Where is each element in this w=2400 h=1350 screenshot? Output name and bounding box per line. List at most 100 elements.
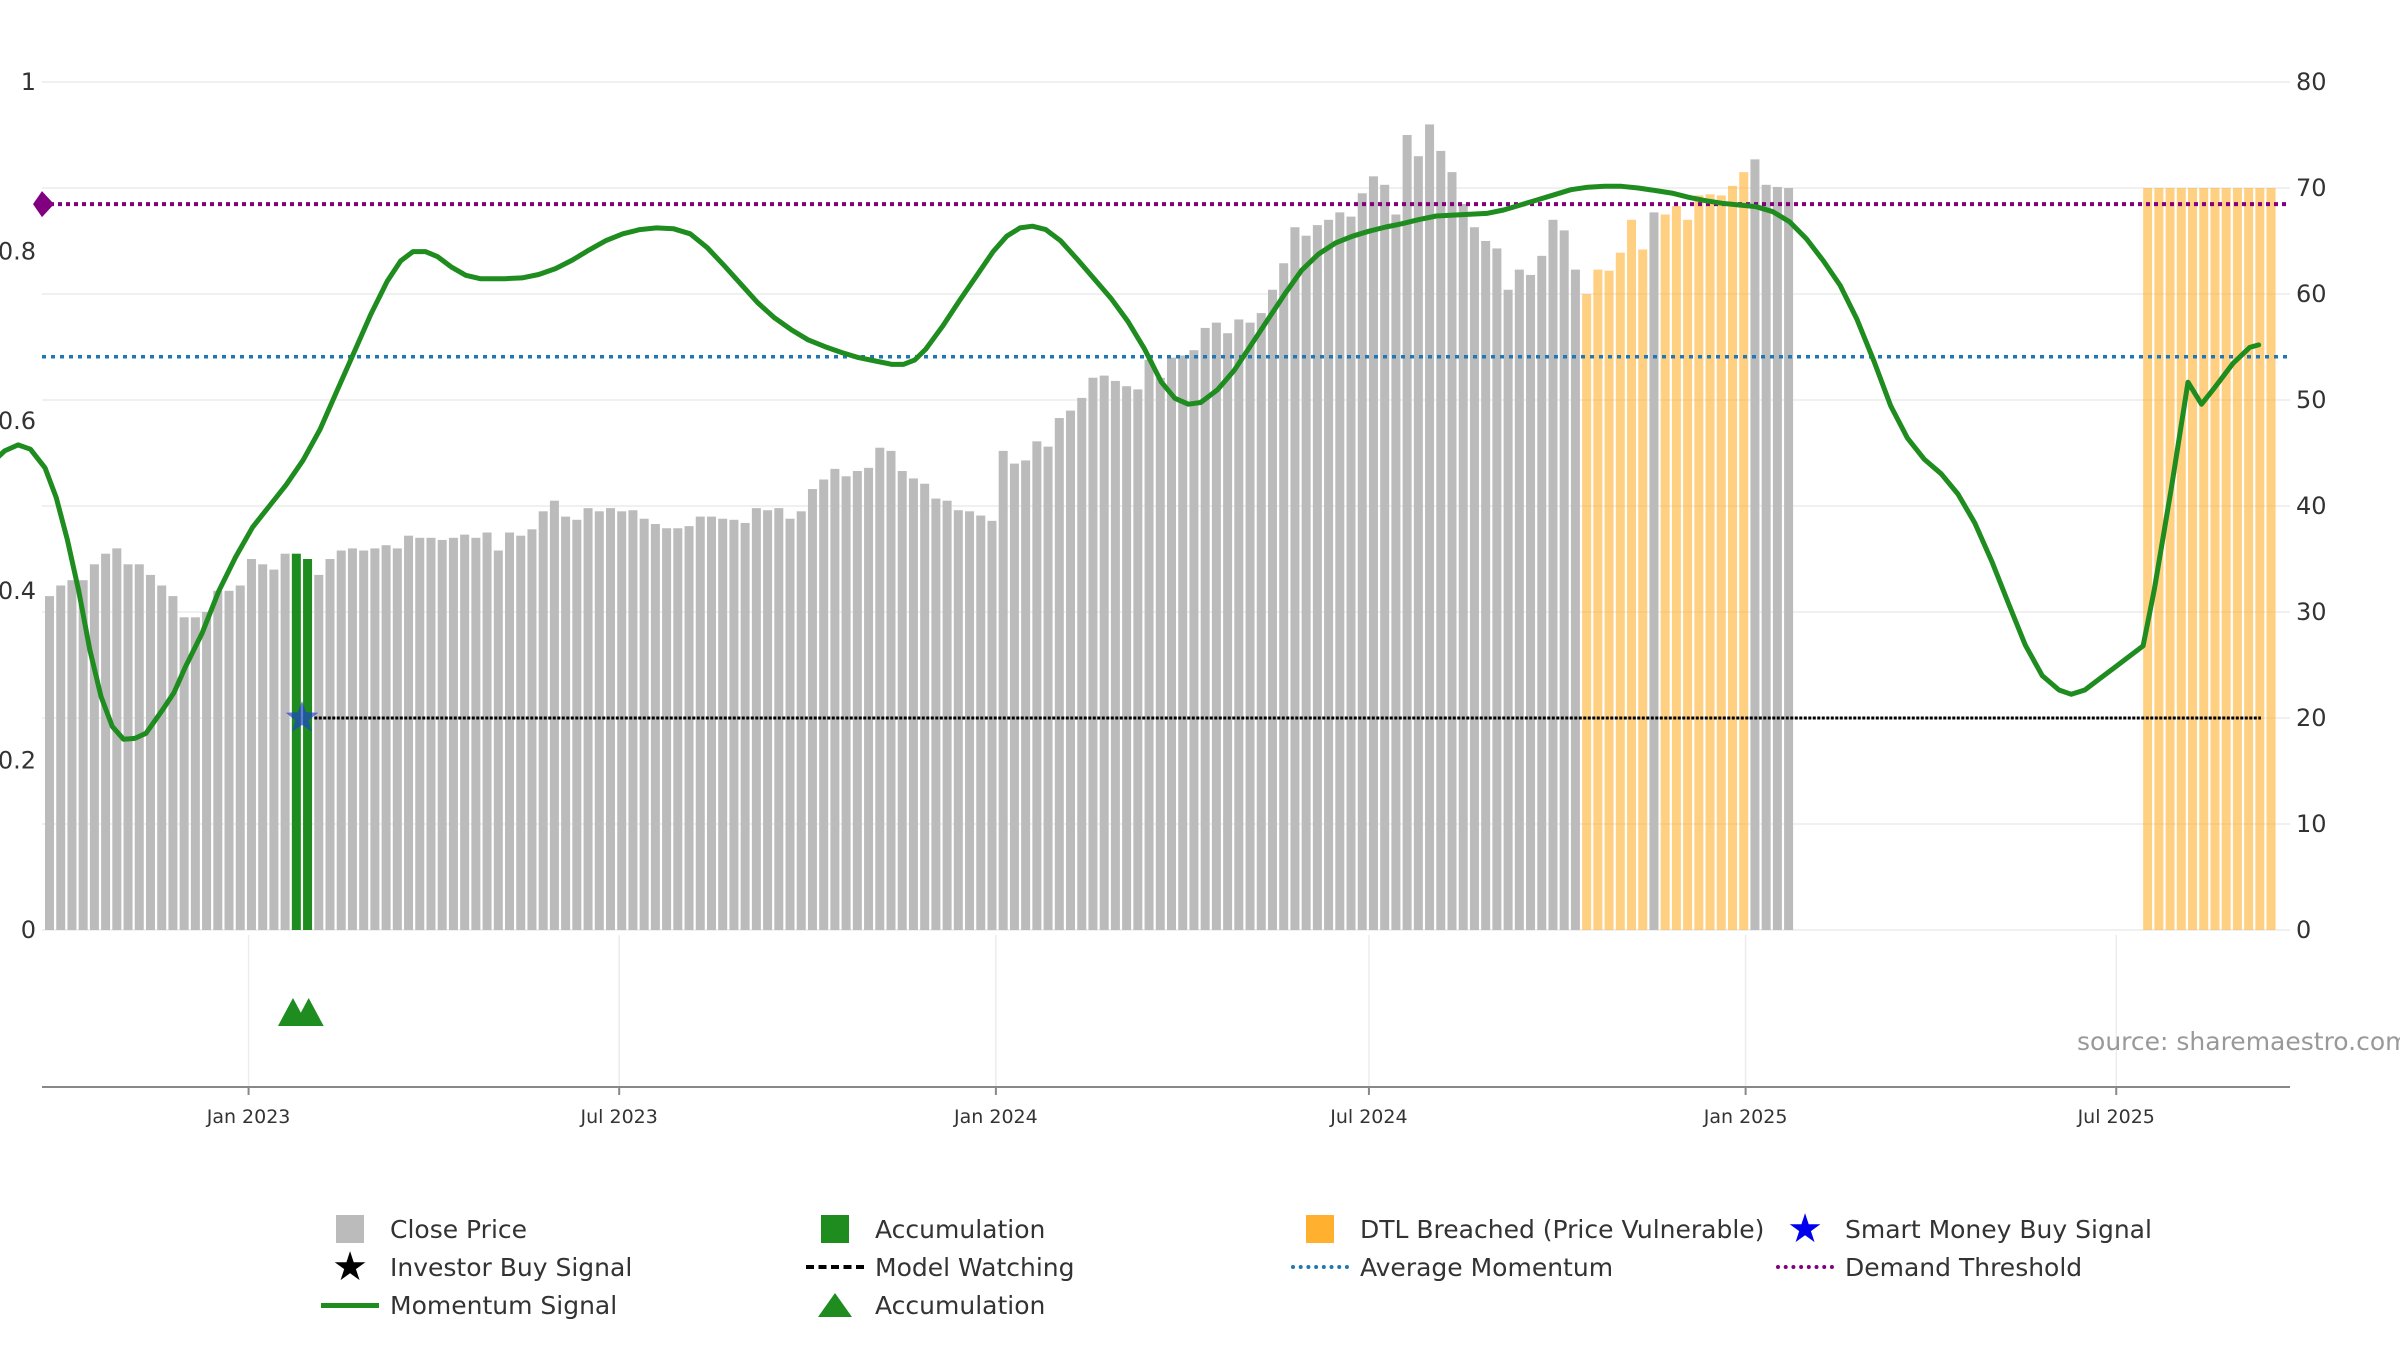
close-price-bar xyxy=(269,569,279,930)
close-price-bar xyxy=(819,479,829,930)
legend-label: Smart Money Buy Signal xyxy=(1845,1214,2152,1244)
legend-item-investor-buy: ★ Investor Buy Signal xyxy=(320,1244,632,1290)
close-price-bar xyxy=(628,510,638,930)
close-price-bar xyxy=(448,537,458,930)
dtl-breached-bar xyxy=(2210,188,2220,930)
blue-star-icon: ★ xyxy=(1787,1206,1823,1252)
close-price-bar xyxy=(1144,359,1154,931)
close-price-bar xyxy=(1167,357,1176,931)
close-price-bar xyxy=(505,532,515,930)
close-price-bar xyxy=(1447,172,1457,931)
close-price-bar xyxy=(1054,418,1064,930)
close-price-bar xyxy=(67,580,77,930)
legend-label: Model Watching xyxy=(875,1252,1075,1282)
legend: Close Price Accumulation DTL Breached (P… xyxy=(320,1206,2220,1330)
lines xyxy=(0,183,2290,742)
legend-item-demand-threshold: Demand Threshold xyxy=(1775,1248,2082,1286)
dtl-breached-swatch-icon xyxy=(1306,1215,1334,1243)
close-price-bar xyxy=(807,489,817,930)
close-price-bar xyxy=(482,532,492,930)
close-price-bar xyxy=(1267,289,1277,930)
close-price-bar xyxy=(931,498,941,930)
close-price-bar xyxy=(202,612,212,930)
close-price-bar xyxy=(1301,235,1311,930)
right-axis-tick-label: 80 xyxy=(2296,68,2327,96)
dashed-line-icon xyxy=(806,1265,864,1269)
close-price-bar xyxy=(460,534,470,930)
close-price-bar xyxy=(583,508,593,930)
close-price-bar xyxy=(1537,255,1547,931)
accumulation-bar xyxy=(303,559,313,930)
close-price-bar xyxy=(1234,319,1244,930)
close-price-bar xyxy=(965,511,975,930)
close-price-bar xyxy=(1570,269,1580,930)
markers xyxy=(277,701,324,1026)
close-price-bar xyxy=(415,537,425,930)
close-price-bar xyxy=(1391,214,1401,930)
close-price-bar xyxy=(1346,216,1356,930)
close-price-bar xyxy=(426,537,436,930)
close-price-bar xyxy=(1649,212,1659,930)
dtl-breached-bar xyxy=(1582,294,1592,930)
legend-label: Average Momentum xyxy=(1360,1252,1614,1282)
close-price-bar xyxy=(1380,184,1390,930)
close-price-bar xyxy=(897,471,907,930)
close-price-bar xyxy=(1324,219,1334,931)
legend-label: Accumulation xyxy=(875,1214,1046,1244)
close-price-bar xyxy=(493,550,503,930)
close-price-bar xyxy=(1368,176,1378,931)
close-price-bar xyxy=(314,574,324,930)
accumulation-swatch-icon xyxy=(821,1215,849,1243)
close-price-bar xyxy=(89,564,99,930)
close-price-bar xyxy=(134,564,144,930)
close-price-bar xyxy=(1021,460,1031,930)
close-price-bar xyxy=(976,515,986,930)
black-star-icon: ★ xyxy=(332,1244,368,1290)
right-axis-tick-label: 0 xyxy=(2296,916,2311,944)
close-price-bar xyxy=(235,585,245,930)
close-price-bar xyxy=(516,535,526,930)
close-price-bar xyxy=(45,596,54,930)
accumulation-triangle xyxy=(293,998,324,1026)
dtl-breached-bar xyxy=(2165,188,2175,930)
dtl-breached-bar xyxy=(1593,269,1603,930)
close-price-bar xyxy=(1548,219,1558,931)
close-price-bar xyxy=(1279,263,1289,930)
close-price-bar xyxy=(875,447,885,930)
close-price-bar xyxy=(1761,184,1771,930)
legend-item-momentum-signal: Momentum Signal xyxy=(320,1286,617,1324)
close-price-bar xyxy=(157,585,167,930)
triangle-up-icon xyxy=(818,1293,852,1317)
solid-line-icon xyxy=(321,1302,379,1308)
close-price-bar xyxy=(1211,322,1221,930)
close-price-bar xyxy=(404,535,414,930)
axes xyxy=(42,1086,2290,1095)
close-price-bar xyxy=(998,450,1008,930)
dtl-breached-bar xyxy=(2232,188,2242,930)
dtl-breached-bar xyxy=(1660,214,1670,930)
dotted-line-icon xyxy=(1776,1265,1834,1269)
right-axis-tick-label: 30 xyxy=(2296,598,2327,626)
dtl-breached-bar xyxy=(1683,219,1693,931)
close-price-bar xyxy=(987,520,997,930)
right-axis-tick-label: 50 xyxy=(2296,386,2327,414)
right-axis-tick-label: 60 xyxy=(2296,280,2327,308)
close-price-bar xyxy=(1200,327,1210,930)
close-price-bar xyxy=(796,511,806,930)
close-price-bar xyxy=(1122,386,1132,931)
close-price-bar xyxy=(1110,380,1120,930)
x-axis-tick-label: Jan 2025 xyxy=(1703,1106,1788,1128)
close-price-bar xyxy=(145,574,155,930)
accumulation-bar xyxy=(291,553,301,930)
close-price-bar xyxy=(1290,227,1300,931)
close-price-bar xyxy=(650,524,660,930)
close-price-bar xyxy=(1245,322,1255,930)
dtl-breached-bar xyxy=(1627,219,1637,931)
close-price-bar xyxy=(325,559,335,930)
right-axis-tick-label: 40 xyxy=(2296,492,2327,520)
legend-label: DTL Breached (Price Vulnerable) xyxy=(1360,1214,1765,1244)
close-price-bar xyxy=(359,550,369,930)
dtl-breached-bar xyxy=(2176,188,2186,930)
